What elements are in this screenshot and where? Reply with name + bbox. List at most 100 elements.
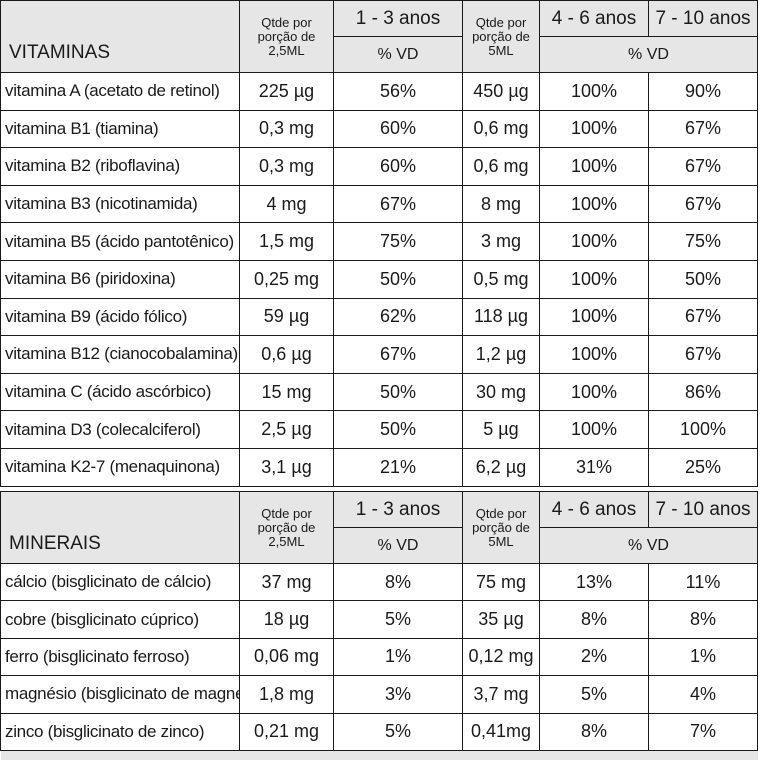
cell-q1: 18 µg (239, 600, 334, 639)
table-row: vitamina K2-7 (menaquinona) 3,1 µg 21% 6,2 … (0, 447, 758, 487)
minerals-age-7-10-header: 7 - 10 anos (648, 491, 758, 528)
cell-v1: 60% (333, 109, 463, 149)
table-row: vitamina D3 (colecalciferol) 2,5 µg 50% 5 µ… (0, 410, 758, 449)
table-row: cobre (bisglicinato cúprico) 18 µg 5% 35 µg… (0, 600, 758, 639)
cell-name: vitamina K2-7 (menaquinona) (0, 447, 240, 487)
cell-v1: 67% (333, 335, 463, 374)
vd-header-1: % VD (333, 36, 463, 73)
minerals-body: cálcio (bisglicinato de cálcio) 37 mg 8% 75… (0, 562, 758, 751)
cell-v1: 8% (333, 562, 463, 602)
cell-v2: 100% (539, 335, 649, 374)
table-row: cálcio (bisglicinato de cálcio) 37 mg 8% 75… (0, 562, 758, 602)
cell-q2: 6,2 µg (462, 447, 540, 487)
table-row: ferro (bisglicinato ferroso) 0,06 mg 1% 0,1… (0, 637, 758, 677)
cell-v1: 75% (333, 222, 463, 261)
cell-q2: 75 mg (462, 562, 540, 602)
cell-v2: 100% (539, 222, 649, 261)
table-row: vitamina C (ácido ascórbico) 15 mg 50% 30 m… (0, 372, 758, 412)
cell-q2: 0,5 mg (462, 259, 540, 299)
cell-name: magnésio (bisglicinato de magnésio) (0, 675, 240, 714)
cell-v1: 21% (333, 447, 463, 487)
cell-q1: 0,21 mg (239, 712, 334, 751)
cell-v3: 25% (648, 447, 758, 487)
cell-v3: 75% (648, 222, 758, 261)
cell-v1: 50% (333, 259, 463, 299)
cell-v1: 5% (333, 600, 463, 639)
cell-v1: 62% (333, 297, 463, 337)
minerals-qtde-2-5ml-label: Qtde por porção de 2,5ML (257, 505, 316, 549)
cell-v2: 100% (539, 72, 649, 111)
table-row: vitamina B2 (riboflavina) 0,3 mg 60% 0,6 mg… (0, 147, 758, 186)
cell-v3: 67% (648, 109, 758, 149)
qtde-2-5ml-label: Qtde por porção de 2,5ML (257, 14, 316, 58)
minerals-table: MINERAIS Qtde por porção de 2,5ML 1 - 3 … (0, 491, 758, 760)
cell-q2: 0,6 mg (462, 147, 540, 186)
cell-name: ferro (bisglicinato ferroso) (0, 637, 240, 677)
minerals-qtde-5ml-header: Qtde por porção de 5ML (462, 491, 540, 564)
cell-v1: 5% (333, 712, 463, 751)
cell-name: vitamina D3 (colecalciferol) (0, 410, 240, 449)
cell-name: vitamina C (ácido ascórbico) (0, 372, 240, 412)
cell-q1: 1,8 mg (239, 675, 334, 714)
cell-q1: 15 mg (239, 372, 334, 412)
minerals-vd-header-2: % VD (539, 527, 758, 564)
cell-name: vitamina B3 (nicotinamida) (0, 184, 240, 224)
table-row: vitamina B5 (ácido pantotênico) 1,5 mg 75%… (0, 222, 758, 261)
cell-q2: 0,41mg (462, 712, 540, 751)
cell-v2: 100% (539, 297, 649, 337)
cell-name: vitamina A (acetato de retinol) (0, 72, 240, 111)
cell-q2: 118 µg (462, 297, 540, 337)
cell-q2: 0,12 mg (462, 637, 540, 677)
cell-q2: 0,6 mg (462, 109, 540, 149)
cell-name: cálcio (bisglicinato de cálcio) (0, 562, 240, 602)
cell-name: vitamina B9 (ácido fólico) (0, 297, 240, 337)
cell-v3: 11% (648, 562, 758, 602)
cell-v3: 90% (648, 72, 758, 111)
cell-v2: 8% (539, 712, 649, 751)
cell-v2: 5% (539, 675, 649, 714)
cell-v1: 60% (333, 147, 463, 186)
cell-name: vitamina B5 (ácido pantotênico) (0, 222, 240, 261)
cell-q2: 450 µg (462, 72, 540, 111)
minerals-age-4-6-header: 4 - 6 anos (539, 491, 649, 528)
cell-q1: 59 µg (239, 297, 334, 337)
cell-v1: 1% (333, 637, 463, 677)
table-row: vitamina B1 (tiamina) 0,3 mg 60% 0,6 mg 100%… (0, 109, 758, 149)
cell-q2: 35 µg (462, 600, 540, 639)
cell-q2: 1,2 µg (462, 335, 540, 374)
qtde-2-5ml-header: Qtde por porção de 2,5ML (239, 0, 334, 73)
table-row: vitamina B3 (nicotinamida) 4 mg 67% 8 mg 100… (0, 184, 758, 224)
table-row: vitamina B6 (piridoxina) 0,25 mg 50% 0,5 mg… (0, 259, 758, 299)
cell-v3: 67% (648, 147, 758, 186)
cell-v3: 4% (648, 675, 758, 714)
cell-v3: 8% (648, 600, 758, 639)
table-row: vitamina A (acetato de retinol) 225 µg 56%… (0, 72, 758, 111)
cell-q1: 0,3 mg (239, 147, 334, 186)
table-row: vitamina B9 (ácido fólico) 59 µg 62% 118 µg… (0, 297, 758, 337)
cell-v3: 67% (648, 335, 758, 374)
table-bottom-strip (0, 749, 758, 760)
cell-v2: 100% (539, 109, 649, 149)
qtde-5ml-header: Qtde por porção de 5ML (462, 0, 540, 73)
vd-header-2: % VD (539, 36, 758, 73)
cell-q2: 30 mg (462, 372, 540, 412)
cell-v2: 100% (539, 372, 649, 412)
age-7-10-header: 7 - 10 anos (648, 0, 758, 37)
cell-name: vitamina B2 (riboflavina) (0, 147, 240, 186)
vitamins-table: VITAMINAS Qtde por porção de 2,5ML 1 - 3… (0, 0, 758, 487)
cell-q1: 37 mg (239, 562, 334, 602)
vitamins-section-title: VITAMINAS (0, 0, 240, 73)
cell-v3: 67% (648, 297, 758, 337)
cell-v2: 100% (539, 147, 649, 186)
minerals-section-title: MINERAIS (0, 491, 240, 564)
cell-q1: 3,1 µg (239, 447, 334, 487)
table-row: vitamina B12 (cianocobalamina) 0,6 µg 67% 1… (0, 335, 758, 374)
cell-q1: 4 mg (239, 184, 334, 224)
cell-name: vitamina B1 (tiamina) (0, 109, 240, 149)
minerals-vd-header-1: % VD (333, 527, 463, 564)
cell-q1: 225 µg (239, 72, 334, 111)
cell-q1: 0,3 mg (239, 109, 334, 149)
cell-name: vitamina B6 (piridoxina) (0, 259, 240, 299)
age-1-3-header: 1 - 3 anos (333, 0, 463, 37)
cell-v3: 67% (648, 184, 758, 224)
